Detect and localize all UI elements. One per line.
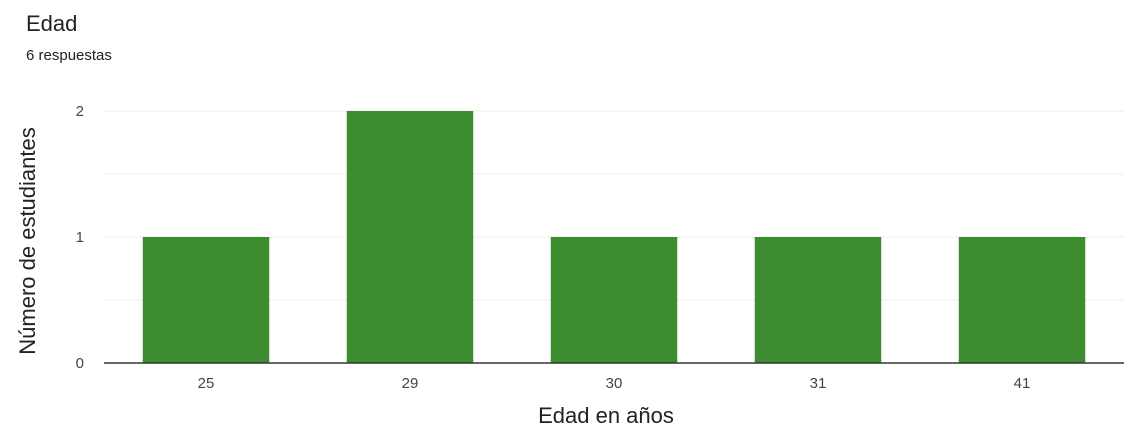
bar-25 xyxy=(142,237,270,363)
x-tick-label: 29 xyxy=(402,375,419,392)
x-axis-label: Edad en años xyxy=(538,403,674,426)
y-tick-labels: 0 1 2 xyxy=(76,103,84,372)
x-tick-label: 30 xyxy=(606,375,623,392)
y-axis-label: Número de estudiantes xyxy=(15,127,40,354)
y-tick-label: 1 xyxy=(76,229,84,246)
y-tick-label: 2 xyxy=(76,103,84,120)
bar-31 xyxy=(754,237,882,363)
x-tick-labels: 25 29 30 31 41 xyxy=(198,375,1031,392)
bar-30 xyxy=(550,237,678,363)
bar-41 xyxy=(958,237,1086,363)
y-tick-label: 0 xyxy=(76,355,84,372)
bars xyxy=(142,111,1086,363)
x-tick-label: 25 xyxy=(198,375,215,392)
x-tick-label: 31 xyxy=(810,375,827,392)
bar-29 xyxy=(346,111,474,363)
x-tick-label: 41 xyxy=(1014,375,1031,392)
response-count: 6 respuestas xyxy=(26,47,112,64)
chart-title: Edad xyxy=(26,11,78,36)
